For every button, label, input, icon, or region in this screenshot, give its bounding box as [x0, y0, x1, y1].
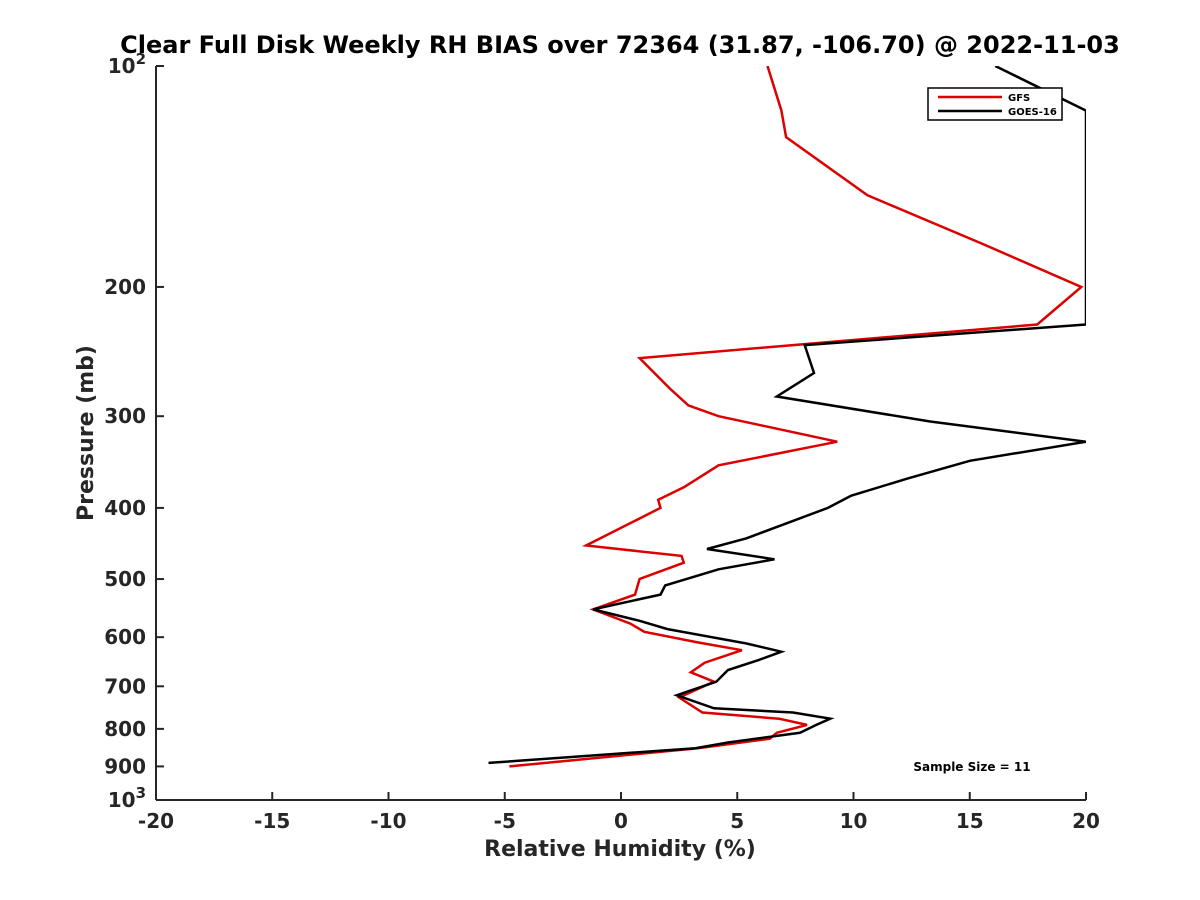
x-tick-label: 15	[956, 809, 984, 833]
x-tick-label: 20	[1072, 809, 1100, 833]
chart-title: Clear Full Disk Weekly RH BIAS over 7236…	[120, 31, 1120, 59]
y-tick-label: 500	[104, 567, 146, 591]
y-tick-label: 400	[104, 496, 146, 520]
y-tick-label: 600	[104, 625, 146, 649]
y-tick-label: 103	[108, 784, 146, 812]
legend: GFS GOES-16	[927, 87, 1063, 121]
x-tick-label: 5	[730, 809, 744, 833]
x-tick-label: -10	[370, 809, 406, 833]
plot-area: -20 -15 -10 -5 0 5 10 15 20 102 200 300 400 500 600 700…	[104, 50, 1100, 833]
y-tick-label: 900	[104, 754, 146, 778]
legend-label-gfs: GFS	[1008, 93, 1030, 104]
series-line-gfs	[509, 66, 1084, 768]
y-tick-label: 102	[108, 50, 146, 78]
x-tick-label: -20	[138, 809, 174, 833]
x-tick-label: -15	[254, 809, 290, 833]
legend-label-goes16: GOES-16	[1008, 107, 1057, 118]
y-tick-label: 800	[104, 717, 146, 741]
x-tick-label: 10	[840, 809, 868, 833]
y-tick-label: 200	[104, 275, 146, 299]
x-axis-label: Relative Humidity (%)	[484, 837, 756, 862]
sample-size-annotation: Sample Size = 11	[913, 760, 1030, 774]
x-tick-label: -5	[494, 809, 516, 833]
y-axis-label: Pressure (mb)	[74, 345, 99, 521]
legend-box	[927, 87, 1063, 121]
y-tick-label: 300	[104, 404, 146, 428]
series-line-goes16	[488, 66, 1086, 765]
x-tick-label: 0	[614, 809, 628, 833]
y-tick-label: 700	[104, 674, 146, 698]
